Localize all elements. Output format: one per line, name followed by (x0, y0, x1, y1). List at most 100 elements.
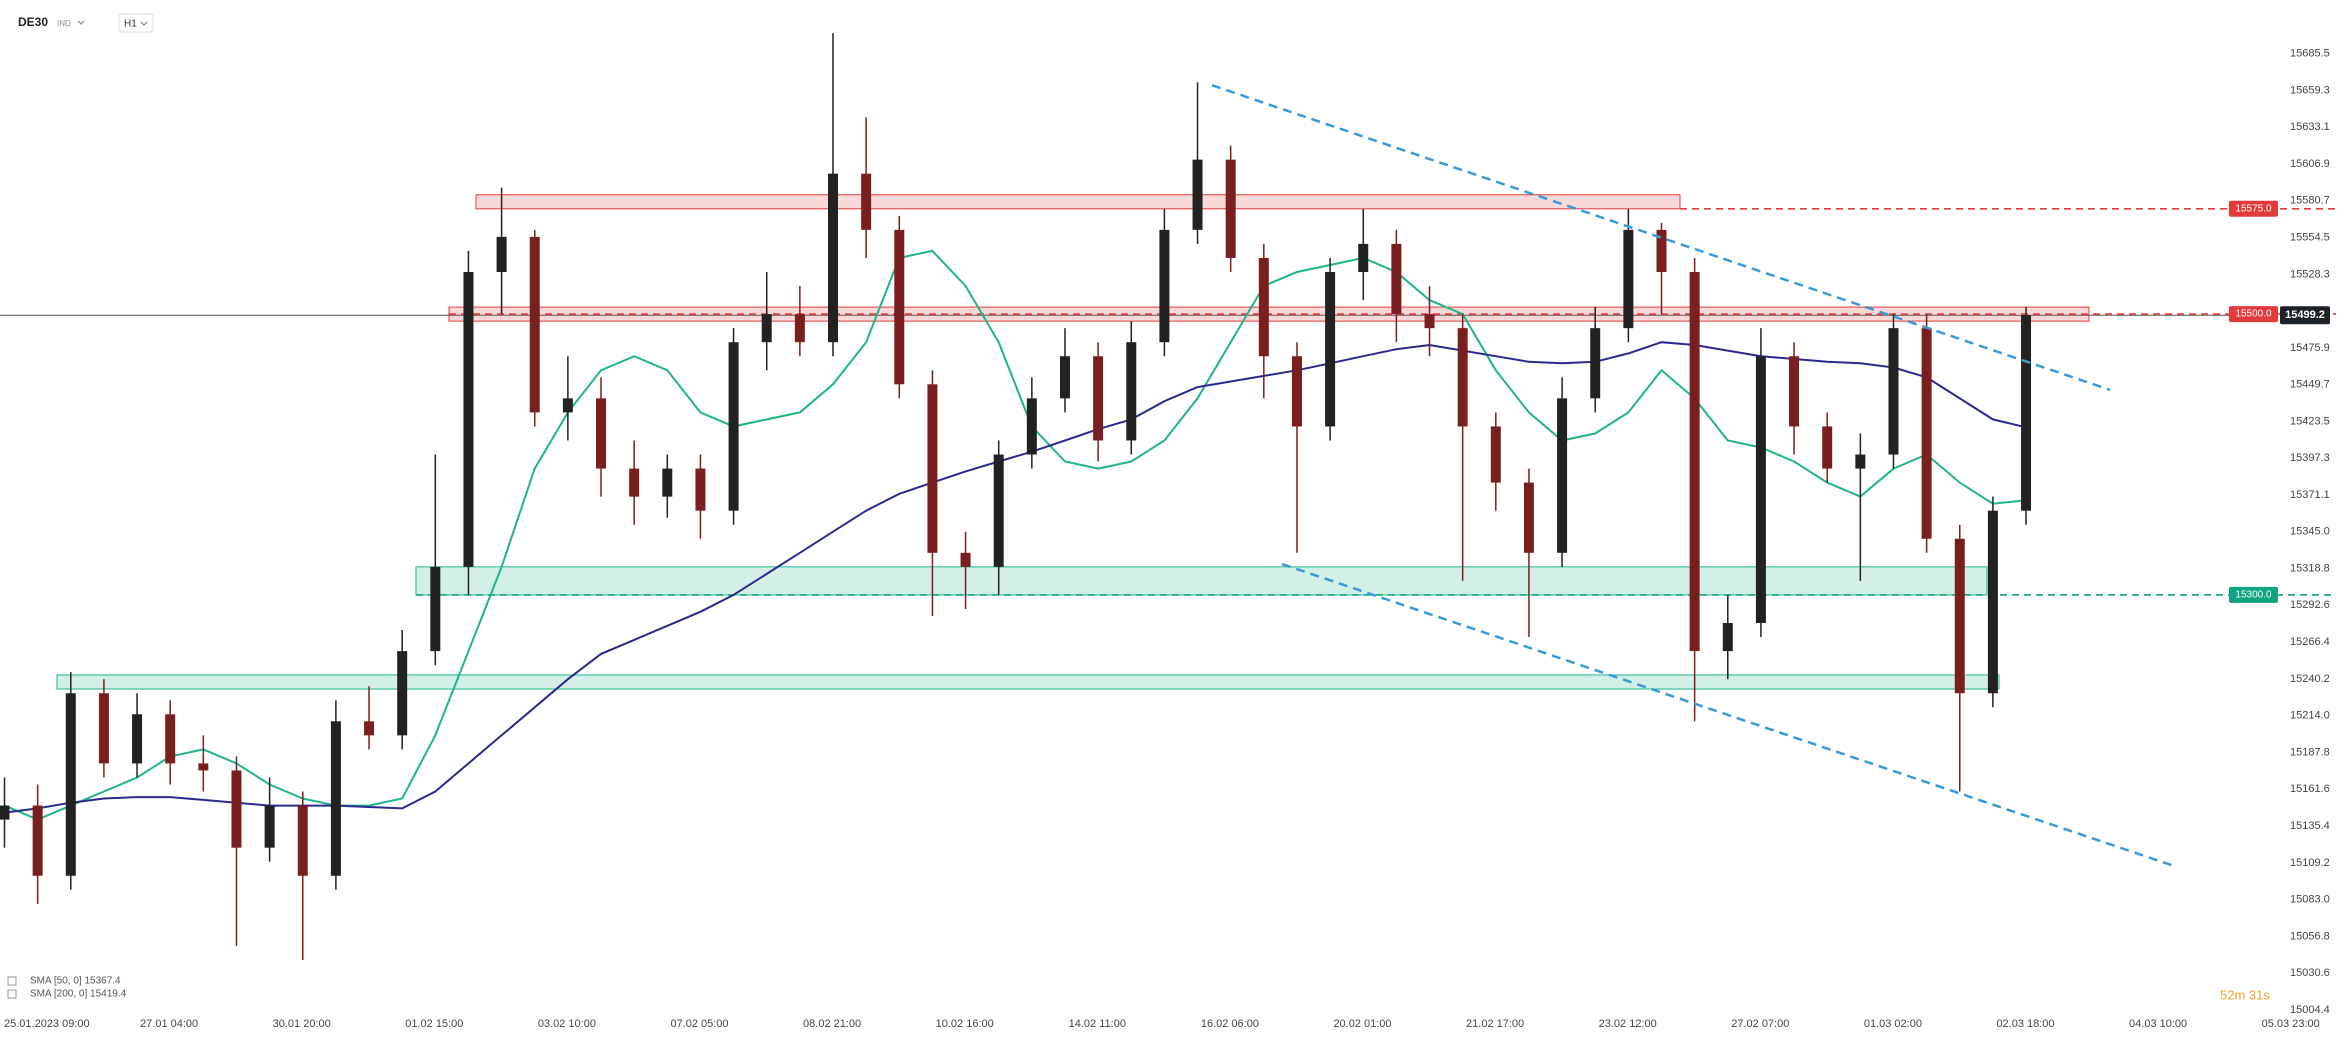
x-tick-label: 08.02 21:00 (803, 1018, 861, 1030)
sma-line (4, 341, 2027, 814)
symbol[interactable]: DE30 (18, 15, 48, 29)
candle-body (1225, 159, 1236, 258)
y-tick-label: 15345.0 (2290, 526, 2330, 538)
legend-icon (7, 989, 17, 999)
candle-body (1755, 356, 1766, 624)
candle-body (198, 763, 209, 771)
level-label: 15575.0 (2235, 203, 2272, 214)
legend-icon (7, 976, 17, 986)
candle-body (1457, 328, 1468, 427)
candle-body (1954, 538, 1965, 694)
candle-body (993, 454, 1004, 567)
y-tick-label: 15371.1 (2290, 489, 2330, 501)
trendline (1211, 84, 2111, 392)
y-tick-label: 15109.2 (2290, 857, 2330, 869)
y-tick-label: 15135.4 (2290, 820, 2330, 832)
candle-body (496, 236, 507, 272)
candle-body (1126, 342, 1137, 441)
candle-body (1424, 314, 1435, 329)
x-tick-label: 27.01 04:00 (140, 1018, 198, 1030)
candle-body (1325, 271, 1336, 427)
candle-body (1490, 426, 1501, 483)
candle-body (1987, 510, 1998, 694)
candle-body (397, 651, 408, 736)
candle-body (1888, 328, 1899, 455)
candle-body (1921, 328, 1932, 539)
candle-body (1557, 398, 1568, 553)
candle-body (927, 384, 938, 553)
candle-body (1822, 426, 1833, 469)
x-tick-label: 16.02 06:00 (1201, 1018, 1259, 1030)
x-tick-label: 21.02 17:00 (1466, 1018, 1524, 1030)
candle-body (596, 398, 607, 469)
level-label: 15300.0 (2235, 590, 2272, 601)
trendline (1281, 562, 2175, 868)
candle-body (529, 236, 540, 413)
y-tick-label: 15606.9 (2290, 158, 2330, 170)
x-tick-label: 04.03 10:00 (2129, 1018, 2187, 1030)
y-tick-label: 15685.5 (2290, 48, 2330, 60)
x-tick-label: 10.02 16:00 (936, 1018, 994, 1030)
candle-body (662, 468, 673, 497)
candle-body (264, 805, 275, 848)
symbol-dropdown[interactable] (77, 20, 85, 25)
current-price-box (2280, 306, 2330, 325)
candle-body (1722, 623, 1733, 652)
level-label-box (2229, 586, 2278, 603)
level-label-box (2229, 306, 2278, 323)
candle-body (1192, 159, 1203, 230)
x-tick-label: 03.02 10:00 (538, 1018, 596, 1030)
y-tick-label: 15214.0 (2290, 710, 2330, 722)
candle-body (695, 468, 706, 511)
plot-area: 15685.5 15659.3 15633.1 15606.9 15580.7 15554… (0, 33, 2336, 1030)
candle-body (1855, 454, 1866, 469)
y-tick-label: 15580.7 (2290, 195, 2330, 207)
y-tick-label: 15554.5 (2290, 231, 2330, 243)
y-tick-label: 15161.6 (2290, 783, 2330, 795)
zone (475, 194, 1681, 210)
candle-body (297, 805, 308, 876)
countdown: 52m 31s (2220, 987, 2270, 1002)
y-tick-label: 15056.8 (2290, 930, 2330, 942)
candle-body (330, 721, 341, 876)
zone (415, 566, 1988, 596)
candle-body (861, 173, 872, 230)
candle-body (794, 314, 805, 343)
candle-body (1059, 356, 1070, 399)
candle-body (1026, 398, 1037, 455)
candle-body (2021, 315, 2032, 511)
x-tick-label: 30.01 20:00 (273, 1018, 331, 1030)
candle-body (1258, 257, 1269, 357)
candle-body (1590, 328, 1601, 399)
y-tick-label: 15240.2 (2290, 673, 2330, 685)
x-tick-label: 07.02 05:00 (670, 1018, 728, 1030)
y-tick-label: 15659.3 (2290, 84, 2330, 96)
market: IND (57, 19, 71, 28)
x-tick-label: 23.02 12:00 (1599, 1018, 1657, 1030)
current-price-label: 15499.2 (2285, 309, 2325, 321)
candle-body (960, 552, 971, 567)
y-tick-label: 15528.3 (2290, 268, 2330, 280)
x-tick-label: 14.02 11:00 (1069, 1018, 1126, 1030)
candle-body (132, 714, 143, 764)
candle-body (1093, 356, 1104, 441)
timeframe-box[interactable] (118, 13, 154, 33)
y-tick-label: 15633.1 (2290, 121, 2330, 133)
x-tick-label: 20.02 01:00 (1333, 1018, 1391, 1030)
candle-body (728, 342, 739, 511)
level-label: 15500.0 (2235, 309, 2272, 320)
candle-body (165, 714, 176, 764)
level-label-box (2229, 200, 2278, 217)
candle-body (32, 805, 43, 876)
candle-body (629, 468, 640, 497)
y-tick-label: 15083.0 (2290, 894, 2330, 906)
y-tick-label: 15449.7 (2290, 379, 2330, 391)
candle-body (1656, 229, 1667, 272)
x-tick-label: 25.01.2023 09:00 (4, 1018, 90, 1030)
timeframe-dropdown (140, 21, 148, 26)
x-tick-label: 27.02 07:00 (1731, 1018, 1789, 1030)
timeframe[interactable]: H1 (124, 19, 137, 30)
y-tick-label: 15475.9 (2290, 342, 2330, 354)
y-tick-label: 15004.4 (2290, 1004, 2330, 1016)
